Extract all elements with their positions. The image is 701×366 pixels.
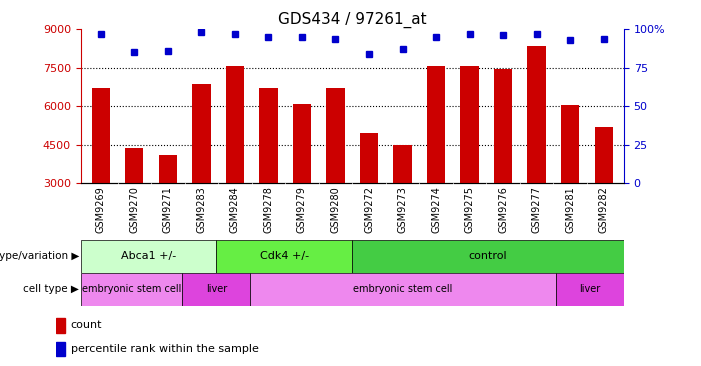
Bar xyxy=(250,273,556,306)
Text: GSM9280: GSM9280 xyxy=(330,186,341,232)
Bar xyxy=(56,342,65,356)
Bar xyxy=(393,145,411,183)
Text: count: count xyxy=(71,320,102,330)
Bar xyxy=(182,273,250,306)
Bar xyxy=(353,240,624,273)
Bar xyxy=(494,69,512,183)
Bar xyxy=(81,273,182,306)
Bar xyxy=(125,149,144,183)
Text: embryonic stem cell: embryonic stem cell xyxy=(82,284,182,294)
Bar xyxy=(326,88,345,183)
Text: control: control xyxy=(469,251,508,261)
Title: GDS434 / 97261_at: GDS434 / 97261_at xyxy=(278,12,427,28)
Bar xyxy=(56,318,65,332)
Text: GSM9282: GSM9282 xyxy=(599,186,608,233)
Text: GSM9274: GSM9274 xyxy=(431,186,441,233)
Bar xyxy=(259,88,278,183)
Text: percentile rank within the sample: percentile rank within the sample xyxy=(71,344,259,354)
Text: GSM9273: GSM9273 xyxy=(397,186,407,233)
Text: GSM9272: GSM9272 xyxy=(364,186,374,233)
Bar xyxy=(360,133,379,183)
Bar xyxy=(92,88,110,183)
Text: GSM9275: GSM9275 xyxy=(465,186,475,233)
Text: liver: liver xyxy=(206,284,227,294)
Bar xyxy=(561,105,580,183)
Text: cell type ▶: cell type ▶ xyxy=(23,284,79,294)
Text: GSM9269: GSM9269 xyxy=(96,186,106,232)
Text: embryonic stem cell: embryonic stem cell xyxy=(353,284,453,294)
Text: GSM9284: GSM9284 xyxy=(230,186,240,232)
Bar xyxy=(427,67,445,183)
Text: genotype/variation ▶: genotype/variation ▶ xyxy=(0,251,79,261)
Text: GSM9283: GSM9283 xyxy=(196,186,206,232)
Text: GSM9277: GSM9277 xyxy=(531,186,542,233)
Text: GSM9271: GSM9271 xyxy=(163,186,173,233)
Bar xyxy=(192,85,210,183)
Bar xyxy=(158,155,177,183)
Bar xyxy=(556,273,624,306)
Bar xyxy=(594,127,613,183)
Bar xyxy=(81,240,217,273)
Bar xyxy=(217,240,353,273)
Text: GSM9279: GSM9279 xyxy=(297,186,307,233)
Text: GSM9278: GSM9278 xyxy=(264,186,273,233)
Bar xyxy=(293,104,311,183)
Text: Abca1 +/-: Abca1 +/- xyxy=(121,251,176,261)
Text: GSM9276: GSM9276 xyxy=(498,186,508,233)
Text: GSM9270: GSM9270 xyxy=(129,186,139,233)
Bar xyxy=(527,46,546,183)
Text: Cdk4 +/-: Cdk4 +/- xyxy=(260,251,309,261)
Text: liver: liver xyxy=(579,284,601,294)
Bar xyxy=(226,67,244,183)
Bar xyxy=(461,67,479,183)
Text: GSM9281: GSM9281 xyxy=(565,186,576,232)
